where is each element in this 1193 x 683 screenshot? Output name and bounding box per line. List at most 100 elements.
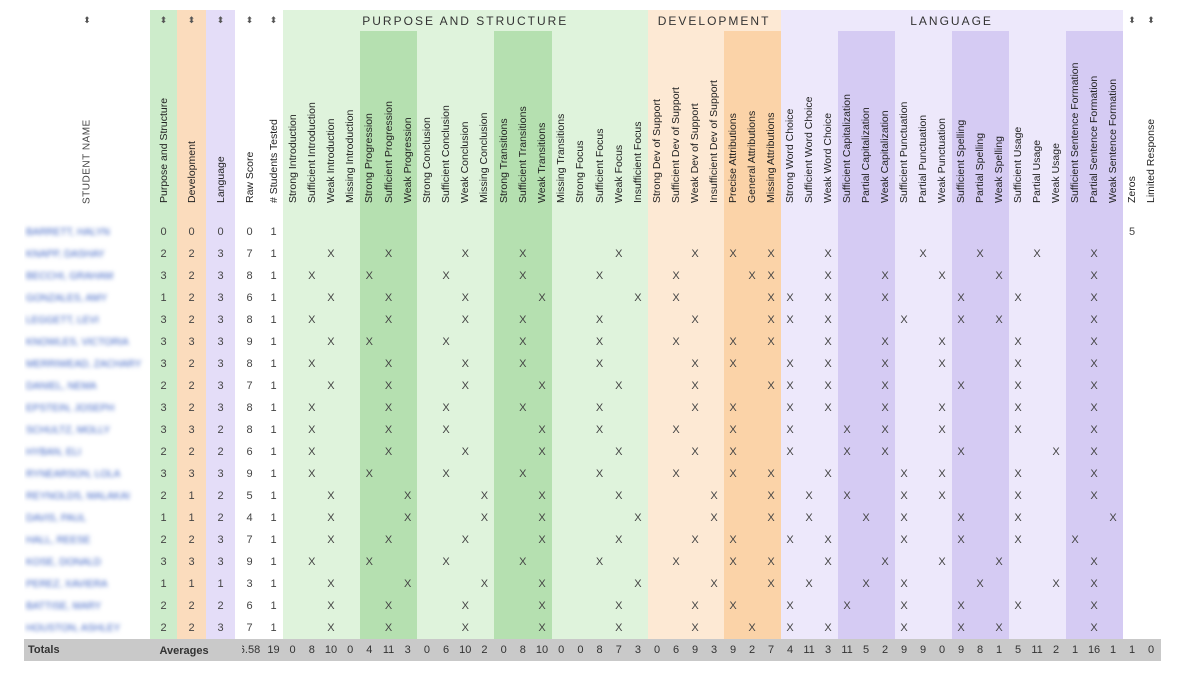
- student-name[interactable]: GONZALES, AMY: [26, 293, 108, 304]
- column-header[interactable]: General Attributions: [742, 31, 762, 221]
- column-header[interactable]: Language: [206, 31, 235, 221]
- column-header[interactable]: Sufficient Introduction: [302, 31, 322, 221]
- student-name[interactable]: DAVIS, PAUL: [26, 513, 87, 524]
- student-name[interactable]: HALL, REESE: [26, 535, 91, 546]
- column-header[interactable]: Zeros: [1122, 31, 1142, 221]
- student-name[interactable]: REYNOLDS, MALAKAI: [26, 491, 130, 502]
- table-row[interactable]: LEGGETT, LEVI 3 2 3 8 1 X X X X X X X X X X X X X: [24, 309, 1161, 331]
- column-header[interactable]: Strong Focus: [570, 31, 590, 221]
- column-header[interactable]: Partial Capitalization: [856, 31, 876, 221]
- column-header[interactable]: Weak Sentence Formation: [1103, 31, 1123, 221]
- column-header[interactable]: Sufficient Sentence Formation: [1065, 31, 1085, 221]
- column-header[interactable]: Sufficient Usage: [1008, 31, 1028, 221]
- column-header[interactable]: Weak Focus: [609, 31, 629, 221]
- table-row[interactable]: BARRETT, HALYN 0 0 0 0 1 5: [24, 221, 1161, 243]
- column-header[interactable]: Sufficient Punctuation: [894, 31, 914, 221]
- column-header[interactable]: Development: [177, 31, 206, 221]
- student-name[interactable]: PEREZ, XAVIERA: [26, 579, 108, 590]
- student-name[interactable]: BECCHI, GRAHAM: [26, 271, 114, 282]
- sort-icon[interactable]: ⬍: [264, 10, 283, 31]
- table-row[interactable]: HOUSTON, ASHLEY 2 2 3 7 1 X X X X X X X X X X X X X: [24, 617, 1161, 639]
- column-header[interactable]: Missing Conclusion: [474, 31, 495, 221]
- column-header[interactable]: Strong Dev of Support: [647, 31, 667, 221]
- table-row[interactable]: EPSTEIN, JOSEPH 3 2 3 8 1 X X X X X X X X X X X X X: [24, 397, 1161, 419]
- sort-icon[interactable]: ⬍: [150, 10, 177, 31]
- column-header[interactable]: Missing Transitions: [551, 31, 571, 221]
- table-row[interactable]: HALL, REESE 2 2 3 7 1 X X X X X X X X X X X X X: [24, 529, 1161, 551]
- column-header[interactable]: Weak Progression: [398, 31, 418, 221]
- table-row[interactable]: KNAPP, DASHAY 2 2 3 7 1 X X X X X X X X X X X X X: [24, 243, 1161, 265]
- column-header[interactable]: # Students Tested: [264, 31, 283, 221]
- column-header[interactable]: Sufficient Transitions: [513, 31, 533, 221]
- student-name[interactable]: BARRETT, HALYN: [26, 227, 110, 238]
- column-header[interactable]: Raw Score: [235, 31, 264, 221]
- student-name[interactable]: HOUSTON, ASHLEY: [26, 623, 121, 634]
- column-header[interactable]: Missing Attributions: [761, 31, 781, 221]
- column-header[interactable]: Insufficient Dev of Support: [704, 31, 724, 221]
- table-row[interactable]: REYNOLDS, MALAKAI 2 1 2 5 1 X X X X X X X X X X X X X: [24, 485, 1161, 507]
- sort-icon[interactable]: ⬍: [1147, 15, 1155, 25]
- column-header-student-name[interactable]: STUDENT NAME: [24, 31, 150, 221]
- column-header[interactable]: Limited Response: [1141, 31, 1161, 221]
- column-header[interactable]: Insufficient Focus: [628, 31, 648, 221]
- column-header[interactable]: Weak Punctuation: [932, 31, 952, 221]
- column-header[interactable]: Weak Conclusion: [455, 31, 475, 221]
- column-header[interactable]: Sufficient Dev of Support: [666, 31, 686, 221]
- column-header[interactable]: Sufficient Progression: [378, 31, 399, 221]
- student-name[interactable]: HYBAN, ELI: [26, 447, 82, 458]
- table-row[interactable]: BECCHI, GRAHAM 3 2 3 8 1 X X X X X X X X X X X X X: [24, 265, 1161, 287]
- student-name[interactable]: LEGGETT, LEVI: [26, 315, 99, 326]
- student-name[interactable]: MERRIWEAD, ZACHARY: [26, 359, 142, 370]
- table-row[interactable]: MERRIWEAD, ZACHARY 3 2 3 8 1 X X X X X X X X X X X X X: [24, 353, 1161, 375]
- student-name[interactable]: RYNEARSON, LOLA: [26, 469, 121, 480]
- rubric-cell: [647, 353, 667, 375]
- column-header[interactable]: Partial Punctuation: [913, 31, 933, 221]
- table-row[interactable]: KNOWLES, VICTORIA 3 3 3 9 1 X X X X X X X X X X X X X: [24, 331, 1161, 353]
- total-cell: 0: [551, 639, 571, 661]
- column-header[interactable]: Weak Usage: [1046, 31, 1066, 221]
- column-header[interactable]: Strong Word Choice: [780, 31, 800, 221]
- column-header[interactable]: Strong Progression: [359, 31, 379, 221]
- column-header[interactable]: Strong Conclusion: [417, 31, 437, 221]
- student-name[interactable]: KOSE, DONALD: [26, 557, 102, 568]
- table-row[interactable]: RYNEARSON, LOLA 3 3 3 9 1 X X X X X X X X X X X X X: [24, 463, 1161, 485]
- column-header[interactable]: Sufficient Conclusion: [436, 31, 456, 221]
- student-name[interactable]: DANIEL, NEMA: [26, 381, 97, 392]
- sort-icon[interactable]: ⬍: [1128, 15, 1136, 25]
- table-row[interactable]: KOSE, DONALD 3 3 3 9 1 X X X X X X X X X X X X X: [24, 551, 1161, 573]
- column-header[interactable]: Sufficient Capitalization: [837, 31, 857, 221]
- table-row[interactable]: DAVIS, PAUL 1 1 2 4 1 X X X X X X X X X X X X X: [24, 507, 1161, 529]
- table-row[interactable]: GONZALES, AMY 1 2 3 6 1 X X X X X X X X X X X X X: [24, 287, 1161, 309]
- column-header[interactable]: Partial Usage: [1027, 31, 1047, 221]
- table-row[interactable]: HYBAN, ELI 2 2 2 6 1 X X X X X X X X X X X X X: [24, 441, 1161, 463]
- column-header[interactable]: Sufficient Spelling: [951, 31, 971, 221]
- table-row[interactable]: BATTISE, MARY 2 2 2 6 1 X X X X X X X X X X X X X: [24, 595, 1161, 617]
- sort-icon[interactable]: ⬍: [206, 10, 235, 31]
- sort-icon[interactable]: ⬍: [83, 15, 91, 25]
- sort-icon[interactable]: ⬍: [235, 10, 264, 31]
- table-row[interactable]: SCHULTZ, MOLLY 3 3 2 8 1 X X X X X X X X X X X X X: [24, 419, 1161, 441]
- sort-icon[interactable]: ⬍: [177, 10, 206, 31]
- table-row[interactable]: PEREZ, XAVIERA 1 1 1 3 1 X X X X X X X X X X X X X: [24, 573, 1161, 595]
- column-header[interactable]: Strong Introduction: [283, 31, 303, 221]
- column-header[interactable]: Partial Spelling: [970, 31, 990, 221]
- student-name[interactable]: SCHULTZ, MOLLY: [26, 425, 111, 436]
- student-name[interactable]: BATTISE, MARY: [26, 601, 102, 612]
- column-header[interactable]: Weak Capitalization: [875, 31, 895, 221]
- column-header[interactable]: Partial Sentence Formation: [1084, 31, 1104, 221]
- column-header[interactable]: Missing Introduction: [340, 31, 360, 221]
- table-row[interactable]: DANIEL, NEMA 2 2 3 7 1 X X X X X X X X X X X X X: [24, 375, 1161, 397]
- column-header[interactable]: Weak Introduction: [321, 31, 341, 221]
- column-header[interactable]: Weak Dev of Support: [685, 31, 705, 221]
- student-name[interactable]: KNAPP, DASHAY: [26, 249, 105, 260]
- column-header[interactable]: Precise Attributions: [723, 31, 743, 221]
- column-header[interactable]: Weak Word Choice: [818, 31, 838, 221]
- student-name[interactable]: KNOWLES, VICTORIA: [26, 337, 129, 348]
- column-header[interactable]: Strong Transitions: [494, 31, 514, 221]
- column-header[interactable]: Weak Transitions: [532, 31, 552, 221]
- column-header[interactable]: Weak Spelling: [989, 31, 1009, 221]
- student-name[interactable]: EPSTEIN, JOSEPH: [26, 403, 115, 414]
- column-header[interactable]: Sufficient Word Choice: [799, 31, 819, 221]
- column-header[interactable]: Purpose and Structure: [150, 31, 177, 221]
- column-header[interactable]: Sufficient Focus: [590, 31, 610, 221]
